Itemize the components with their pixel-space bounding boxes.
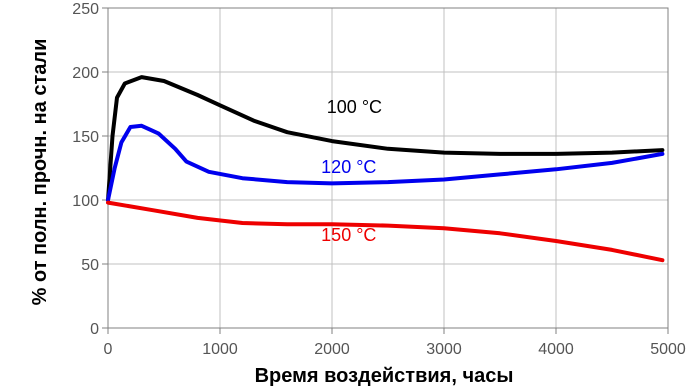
x-tick-label-0: 0	[104, 341, 113, 358]
x-tick-label-1000: 1000	[202, 341, 238, 358]
y-tick-label-0: 0	[90, 321, 99, 338]
y-tick-label-50: 50	[81, 257, 99, 274]
plot-frame	[107, 7, 669, 329]
series-line-3	[106, 200, 665, 263]
series-lines	[106, 75, 665, 263]
x-tick-label-5000: 5000	[650, 341, 686, 358]
series-line-2	[106, 123, 665, 202]
y-tick-label-150: 150	[72, 129, 99, 146]
y-tick-label-200: 200	[72, 65, 99, 82]
x-tick-label-4000: 4000	[538, 341, 574, 358]
y-tick-label-100: 100	[72, 193, 99, 210]
series-label-2: 120 °C	[321, 157, 376, 177]
series-labels: 100 °C 120 °C 150 °C	[321, 97, 382, 245]
series-label-1: 100 °C	[327, 97, 382, 117]
x-tick-label-2000: 2000	[314, 341, 350, 358]
series-line-1	[106, 75, 665, 202]
y-axis-title: % от полн. прочн. на стали	[29, 39, 51, 306]
x-tick-labels: 0 1000 2000 3000 4000 5000	[104, 341, 686, 358]
y-tick-label-250: 250	[72, 1, 99, 18]
x-tick-label-3000: 3000	[426, 341, 462, 358]
y-tick-labels: 0 50 100 150 200 250	[72, 1, 99, 338]
x-axis-title: Время воздействия, часы	[255, 365, 514, 387]
series-label-3: 150 °C	[321, 225, 376, 245]
